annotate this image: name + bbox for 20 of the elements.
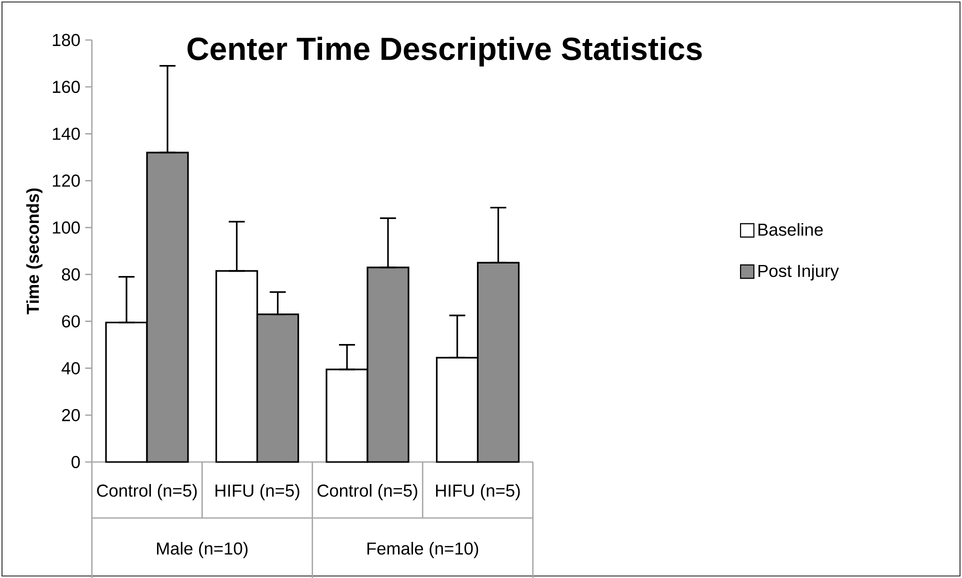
x-tick-label: HIFU (n=5) bbox=[216, 484, 300, 500]
y-tick-label: 60 bbox=[62, 315, 80, 328]
y-tick-label: 20 bbox=[62, 408, 80, 422]
x-tick-label: Control (n=5) bbox=[318, 484, 418, 500]
text: Female (n=10) bbox=[367, 542, 478, 558]
legend-label: Baseline bbox=[758, 223, 823, 236]
y-tick-label: 100 bbox=[52, 221, 80, 234]
y-tick-label: 180 bbox=[52, 34, 80, 46]
y-tick-label: 160 bbox=[52, 80, 80, 94]
y-tick-label: 80 bbox=[62, 268, 80, 281]
y-tick-label: 120 bbox=[52, 174, 80, 187]
y-tick-label: 40 bbox=[62, 362, 80, 374]
legend-label: Post Injury bbox=[758, 264, 839, 280]
chart-title: Center Time Descriptive Statistics bbox=[188, 36, 702, 67]
text: Male (n=10) bbox=[157, 542, 248, 558]
y-tick-label: 0 bbox=[72, 456, 80, 468]
y-axis-title: Time (seconds) bbox=[26, 188, 42, 314]
x-tick-label: Control (n=5) bbox=[97, 484, 197, 500]
x-tick-label: HIFU (n=5) bbox=[436, 484, 520, 500]
y-tick-label: 140 bbox=[52, 128, 80, 140]
